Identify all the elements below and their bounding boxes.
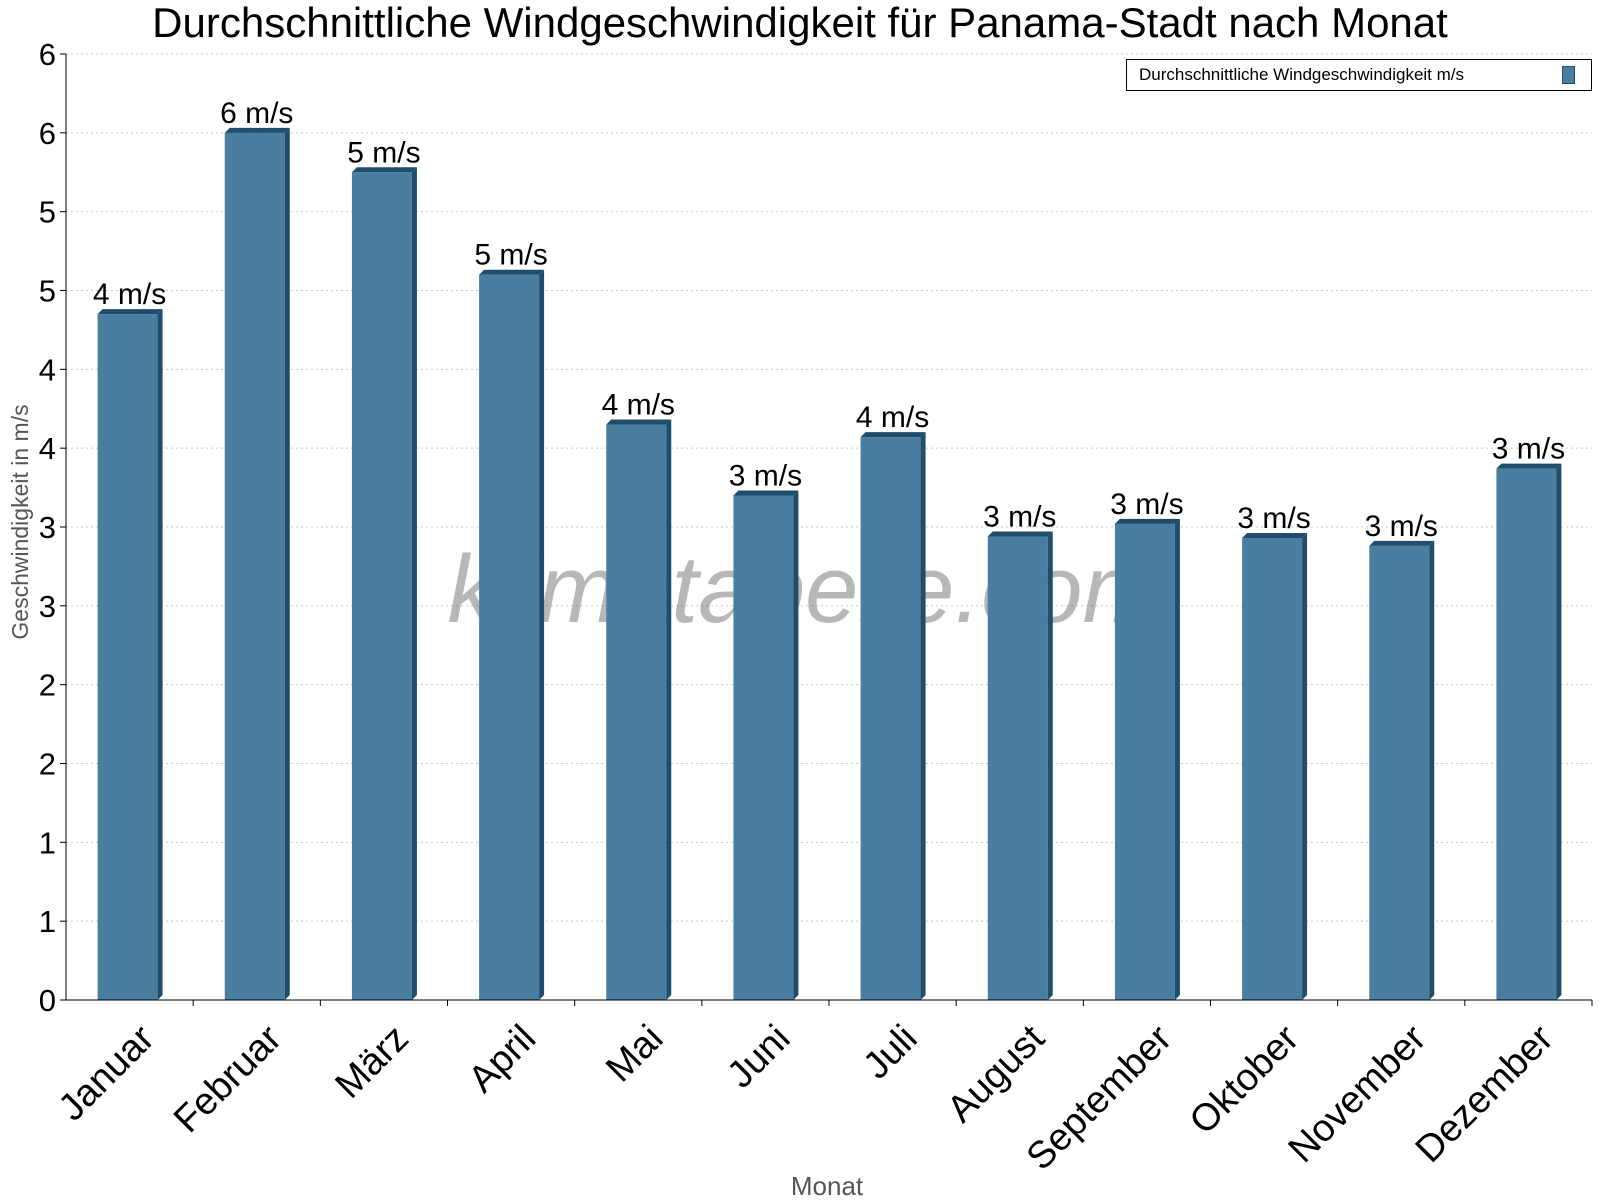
bar-top [606, 419, 672, 425]
bar [351, 172, 412, 1000]
data-label: 3 m/s [1492, 433, 1565, 466]
watermark: klimatabelle.com [448, 536, 1163, 643]
y-tick-label: 2 [39, 747, 56, 782]
y-tick-label: 6 [39, 37, 56, 72]
bars [97, 127, 1562, 1001]
bar [1114, 523, 1175, 1000]
x-tick-label: Februar [166, 1017, 290, 1141]
y-tick-label: 4 [39, 352, 56, 387]
bar [224, 132, 285, 1001]
bar-side [411, 167, 417, 1000]
y-tick-label: 6 [39, 116, 56, 151]
x-tick-label: Mai [598, 1017, 671, 1090]
data-label: 3 m/s [1365, 510, 1438, 543]
bar [1369, 545, 1430, 1000]
legend-swatch [1562, 66, 1575, 84]
chart-title: Durchschnittliche Windgeschwindigkeit fü… [152, 0, 1448, 46]
bar-top [1496, 463, 1562, 469]
y-tick-label: 5 [39, 195, 56, 230]
x-tick-label: Juni [719, 1017, 798, 1096]
bar-side [1302, 533, 1308, 1000]
bar-side [1429, 540, 1435, 1000]
y-tick-label: 0 [39, 983, 56, 1018]
bar-side [1556, 463, 1562, 1000]
x-tick-label: Oktober [1182, 1017, 1308, 1143]
data-label: 4 m/s [93, 278, 166, 311]
bar-top [1114, 518, 1180, 524]
x-tick-label: November [1281, 1017, 1435, 1171]
y-tick-label: 1 [39, 904, 56, 939]
x-tick-label: Januar [51, 1017, 163, 1129]
x-axis-label: Monat [791, 1171, 864, 1200]
bar-side [284, 127, 290, 1001]
bar-side [666, 419, 672, 1000]
legend-label: Durchschnittliche Windgeschwindigkeit m/… [1139, 65, 1465, 84]
data-label: 3 m/s [983, 500, 1056, 533]
grid-lines [66, 53, 1592, 922]
y-tick-label: 3 [39, 589, 56, 624]
data-label: 3 m/s [1237, 502, 1310, 535]
bar [1496, 468, 1557, 1000]
bar-side [1174, 518, 1180, 1000]
y-tick-label: 4 [39, 431, 56, 466]
x-tick-label: August [939, 1017, 1053, 1131]
data-label: 5 m/s [347, 136, 420, 169]
legend: Durchschnittliche Windgeschwindigkeit m/… [1126, 59, 1592, 91]
bar-side [157, 309, 163, 1000]
bar-top [479, 269, 545, 275]
data-labels: 4 m/s 6 m/s 5 m/s 5 m/s 4 m/s 3 m/s 4 m/s 3 m/s… [93, 97, 1565, 543]
x-tick-label: März [328, 1017, 417, 1106]
bar-top [1369, 540, 1435, 546]
bar [987, 536, 1048, 1000]
bar-top [733, 490, 799, 496]
bar [97, 314, 158, 1000]
data-label: 4 m/s [602, 389, 675, 422]
x-tick-label: April [461, 1017, 544, 1100]
data-label: 6 m/s [220, 97, 293, 130]
bar [479, 274, 540, 1000]
y-tick-label: 1 [39, 825, 56, 860]
bar-side [920, 432, 926, 1000]
bar-side [1047, 531, 1053, 1000]
bar [733, 495, 794, 1000]
data-label: 3 m/s [1110, 488, 1183, 521]
x-tick-label: Dezember [1408, 1017, 1562, 1171]
bar-top [351, 167, 417, 173]
y-tick-label: 5 [39, 274, 56, 309]
bar-side [793, 490, 799, 1000]
y-tick-label: 2 [39, 668, 56, 703]
data-label: 5 m/s [474, 239, 547, 272]
y-axis-label: Geschwindigkeit in m/s [7, 404, 33, 639]
bar-top [987, 531, 1053, 537]
bar [606, 424, 667, 1000]
bar-side [539, 269, 545, 1000]
bar [860, 437, 921, 1000]
data-label: 4 m/s [856, 401, 929, 434]
data-label: 3 m/s [729, 459, 802, 492]
bar-top [224, 127, 290, 133]
y-tick-label: 3 [39, 510, 56, 545]
bar [1242, 538, 1303, 1000]
bar-top [97, 309, 163, 315]
bar-top [860, 432, 926, 438]
x-tick-label: Juli [856, 1017, 926, 1087]
bar-top [1242, 533, 1308, 539]
